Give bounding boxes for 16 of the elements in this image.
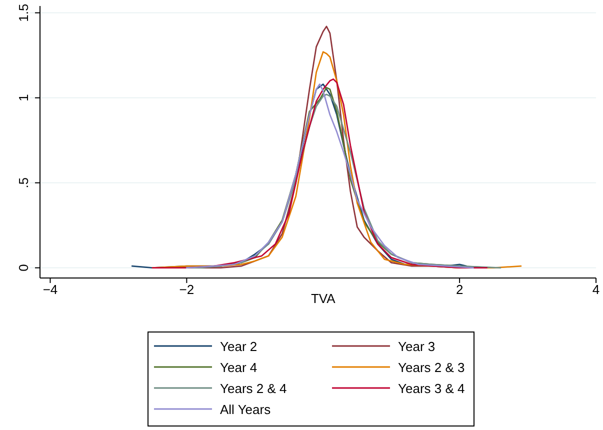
x-tick-label: 2	[456, 282, 464, 297]
legend-label: Year 2	[220, 339, 258, 354]
x-tick-label: −4	[42, 282, 58, 297]
y-tick-label: 0	[16, 264, 31, 272]
y-tick-label: 1	[16, 94, 31, 102]
x-axis-title: TVA	[310, 291, 336, 306]
y-tick-label: 1.5	[16, 4, 31, 22]
legend-label: All Years	[220, 402, 272, 417]
legend-label: Year 3	[398, 339, 436, 354]
legend-label: Years 3 & 4	[398, 381, 465, 396]
x-tick-label: 4	[592, 282, 600, 297]
legend-label: Years 2 & 3	[398, 360, 465, 375]
x-tick-label: −2	[179, 282, 194, 297]
legend-label: Years 2 & 4	[220, 381, 287, 396]
legend-label: Year 4	[220, 360, 258, 375]
y-tick-label: .5	[16, 177, 31, 188]
